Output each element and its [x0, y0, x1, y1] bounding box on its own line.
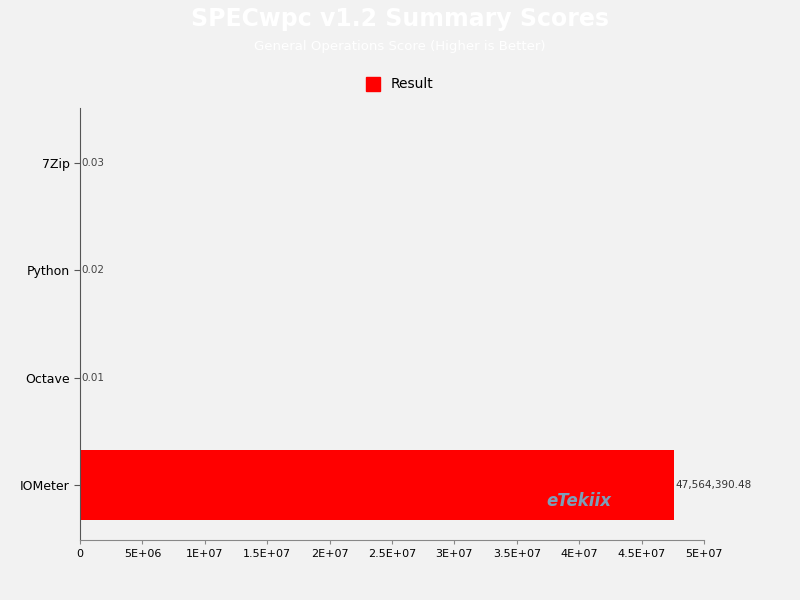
- Text: SPECwpc v1.2 Summary Scores: SPECwpc v1.2 Summary Scores: [191, 7, 609, 31]
- Legend: Result: Result: [366, 77, 434, 91]
- Bar: [80, 451, 674, 520]
- Text: 0.01: 0.01: [82, 373, 105, 383]
- Text: 47,564,390.48: 47,564,390.48: [675, 481, 752, 490]
- Text: eTekiix: eTekiix: [546, 492, 612, 510]
- Text: 0.02: 0.02: [82, 265, 105, 275]
- Text: 0.03: 0.03: [82, 158, 105, 167]
- Text: General Operations Score (Higher is Better): General Operations Score (Higher is Bett…: [254, 40, 546, 53]
